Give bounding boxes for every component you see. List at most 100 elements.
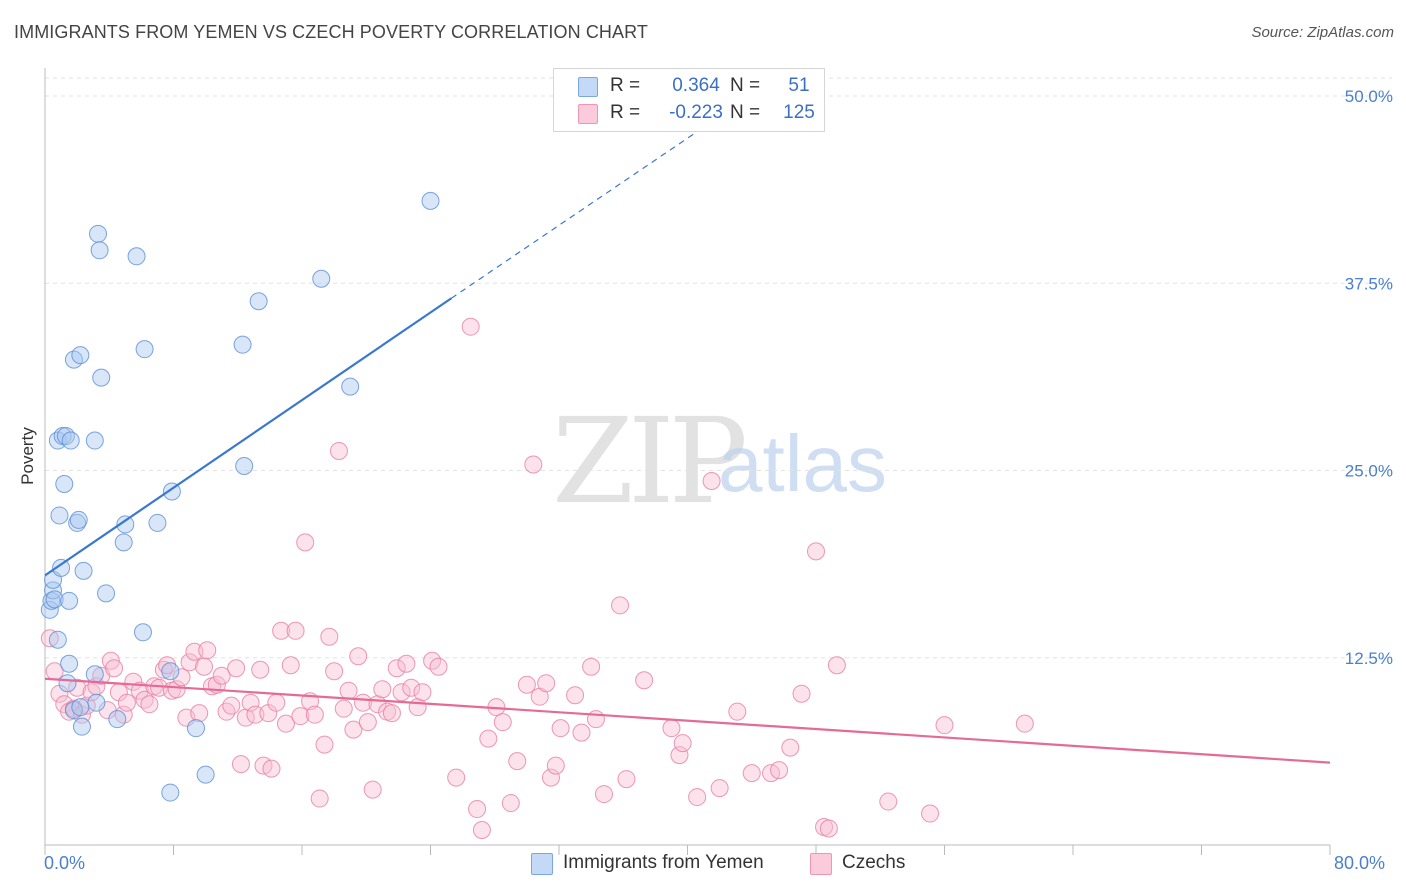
czech-point-53 [286,621,305,640]
yemen-trend-line [44,297,453,577]
yemen-point-37 [148,513,167,532]
legend-n-label: N = [730,102,761,123]
czech-point-121 [827,656,846,675]
yemen-point-13 [60,654,79,673]
y-tick-label-2: 37.5% [1345,274,1393,293]
czech-point-113 [742,764,761,783]
y-axis-label: Poverty [18,427,37,485]
bottom-legend-label-czechs: Czechs [842,852,906,873]
yemen-point-30 [97,584,116,603]
legend-r-value-czechs: -0.223 [669,102,723,123]
yemen-point-33 [116,515,135,534]
czech-point-63 [334,699,353,718]
czech-point-84 [468,800,487,819]
czech-point-116 [781,738,800,757]
yemen-point-48 [421,191,440,210]
czech-point-32 [190,704,209,723]
czech-point-109 [688,788,707,807]
czech-point-106 [662,719,681,738]
bottom-legend-swatch-czechs [810,853,832,875]
yemen-point-23 [74,561,93,580]
czech-point-71 [373,680,392,699]
czech-point-25 [158,656,177,675]
watermark-zip: ZIP [552,392,748,530]
yemen-point-8 [52,558,71,577]
yemen-point-20 [71,698,90,717]
czech-point-99 [572,723,591,742]
yemen-point-22 [72,717,91,736]
yemen-point-21 [71,346,90,365]
source-label: Source: ZipAtlas.com [1251,24,1394,41]
czech-point-98 [566,686,585,705]
czech-point-16 [114,705,133,724]
yemen-point-29 [92,368,111,387]
czech-point-37 [212,666,231,685]
czech-point-110 [702,471,721,490]
y-tick-label-3: 50.0% [1345,87,1393,106]
czech-point-49 [267,693,286,712]
czech-point-61 [325,662,344,681]
yemen-point-43 [233,335,252,354]
czech-point-40 [227,659,246,678]
czech-point-79 [413,683,432,702]
yemen-point-26 [87,693,106,712]
trend-lines [44,110,1331,764]
yemen-point-47 [341,377,360,396]
czech-point-17 [117,693,136,712]
yemen-point-18 [68,513,87,532]
czech-point-51 [276,714,295,733]
y-tick-label-1: 25.0% [1345,462,1393,481]
czech-point-38 [217,702,236,721]
czech-point-62 [329,442,348,461]
x-tick-label-max: 80.0% [1334,853,1386,873]
czech-point-31 [185,642,204,661]
czech-point-44 [246,705,265,724]
yemen-point-36 [135,340,154,359]
yemen-point-45 [249,292,268,311]
axes [44,68,1331,855]
czech-point-111 [710,779,729,798]
czech-point-55 [296,533,315,552]
yemen-point-46 [312,269,331,288]
czech-point-120 [819,819,838,838]
legend-r-value-yemen: 0.364 [672,75,720,96]
czech-point-77 [402,678,421,697]
yemen-point-42 [196,765,215,784]
czech-point-78 [408,698,427,717]
czech-point-14 [105,659,124,678]
yemen-point-0 [40,600,59,619]
yemen-point-4 [45,590,64,609]
czech-point-75 [392,683,411,702]
czech-point-50 [272,621,291,640]
czech-point-89 [501,794,520,813]
czech-point-68 [358,713,377,732]
czech-point-6 [68,678,87,697]
czech-point-103 [611,596,630,615]
yemen-point-17 [64,350,83,369]
legend-n-value-yemen: 51 [788,75,810,96]
watermark-atlas: atlas [718,419,887,508]
czech-point-45 [251,660,270,679]
yemen-point-19 [69,510,88,529]
czech-point-54 [291,707,310,726]
czech-point-124 [935,716,954,735]
czech-point-82 [447,768,466,787]
czech-point-100 [582,657,601,676]
czech-point-118 [807,542,825,561]
czech-point-73 [382,704,401,723]
czech-point-91 [517,675,536,694]
czech-point-66 [349,647,368,666]
grid-lines [45,77,1392,659]
czech-point-92 [524,455,543,474]
czech-point-27 [167,680,186,699]
yemen-point-15 [61,431,80,450]
czech-point-83 [461,317,480,336]
czech-point-104 [617,770,636,789]
czech-point-122 [879,792,898,811]
czech-point-52 [281,656,300,675]
czech-point-21 [140,695,159,714]
yemen-point-39 [161,783,180,802]
yemen-point-24 [85,431,104,450]
yemen-point-2 [44,581,63,600]
